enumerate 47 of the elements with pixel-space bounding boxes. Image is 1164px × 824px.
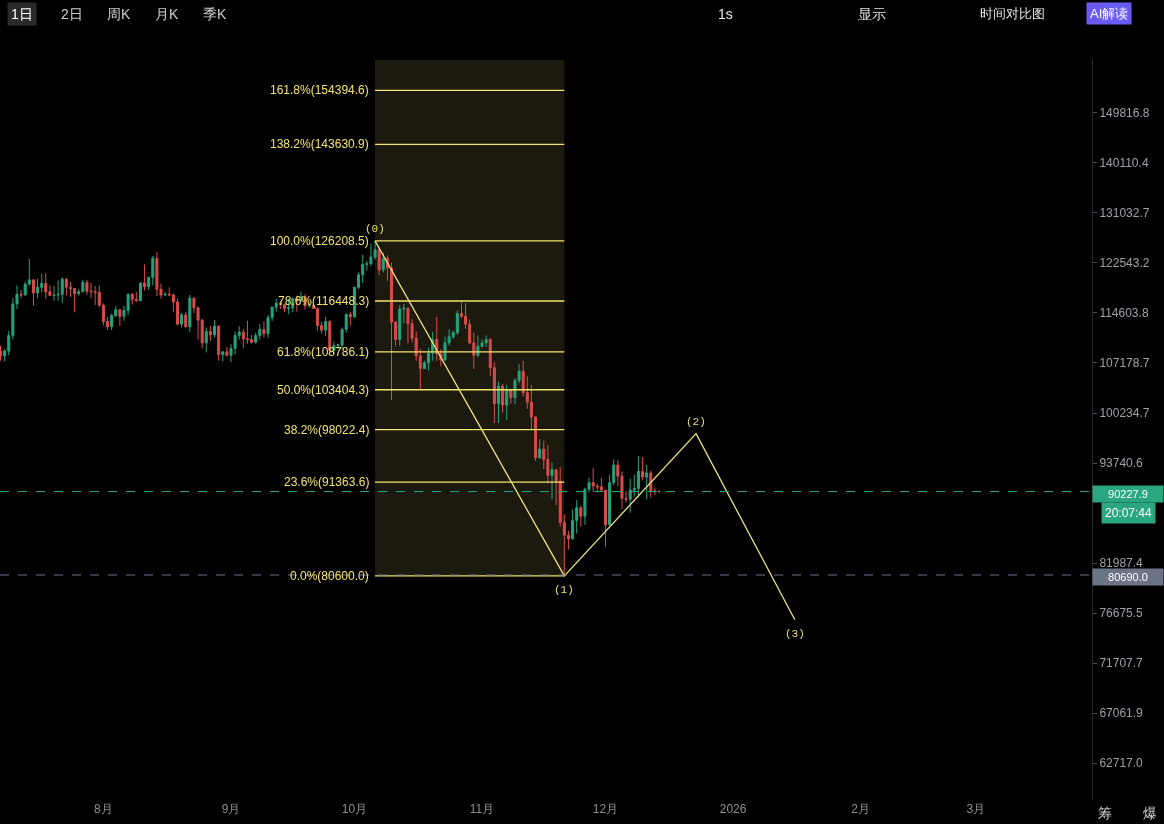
series-label: 23.6%(91363.6): [284, 475, 370, 489]
y-tick-label: 76675.5: [1099, 606, 1144, 621]
y-tick-label: 114603.8: [1099, 306, 1149, 321]
series-label: 0.0%(80600.0): [290, 569, 369, 583]
y-tick-label: 140110.4: [1099, 156, 1149, 171]
x-tick-label: 2月: [851, 802, 871, 816]
y-tick-label: 67061.9: [1099, 706, 1144, 721]
x-tick-label: 3月: [966, 802, 986, 816]
series-label: 138.2%(143630.9): [270, 137, 369, 151]
y-tick-label: 131032.7: [1099, 206, 1150, 221]
series-label: 61.8%(108786.1): [277, 345, 370, 359]
text: 季K: [203, 6, 227, 22]
x-tick-label: 2026: [719, 802, 747, 816]
annotation: (0): [365, 223, 385, 235]
text: 显示: [858, 6, 886, 22]
series-label: 50.0%(103404.3): [277, 383, 370, 397]
y-tick-label: 100234.7: [1099, 406, 1150, 421]
text: 筹: [1098, 805, 1112, 821]
ref-line-label: 80690.0: [1108, 571, 1148, 583]
text: 时间对比图: [980, 6, 1045, 21]
annotation: (1): [554, 584, 574, 596]
text: 20:07:44: [1105, 506, 1153, 520]
text: 月K: [155, 6, 179, 22]
annotation: (3): [785, 628, 805, 640]
ref-line-label: 90227.9: [1108, 488, 1148, 500]
y-tick-label: 122543.2: [1099, 256, 1150, 271]
y-tick-label: 81987.4: [1099, 556, 1144, 571]
series-label: 100.0%(126208.5): [270, 234, 369, 248]
x-tick-label: 12月: [592, 802, 619, 816]
series-label: 161.8%(154394.6): [270, 83, 369, 97]
series-label: 38.2%(98022.4): [284, 423, 370, 437]
text: 1s: [718, 6, 733, 22]
x-tick-label: 8月: [94, 802, 113, 816]
text: 周K: [107, 6, 131, 22]
x-tick-label: 10月: [341, 802, 368, 816]
text: AI解读: [1090, 6, 1129, 21]
y-tick-label: 107178.7: [1099, 356, 1150, 371]
x-tick-label: 9月: [221, 802, 241, 816]
text: 1日: [11, 6, 33, 22]
y-tick-label: 149816.8: [1099, 106, 1150, 121]
x-tick-label: 11月: [469, 802, 495, 816]
y-tick-label: 93740.6: [1099, 456, 1144, 471]
text: 2日: [61, 6, 83, 22]
y-tick-label: 71707.7: [1099, 656, 1144, 671]
annotation: (2): [686, 416, 706, 428]
y-tick-label: 62717.0: [1099, 756, 1144, 771]
text: 爆: [1143, 805, 1157, 821]
